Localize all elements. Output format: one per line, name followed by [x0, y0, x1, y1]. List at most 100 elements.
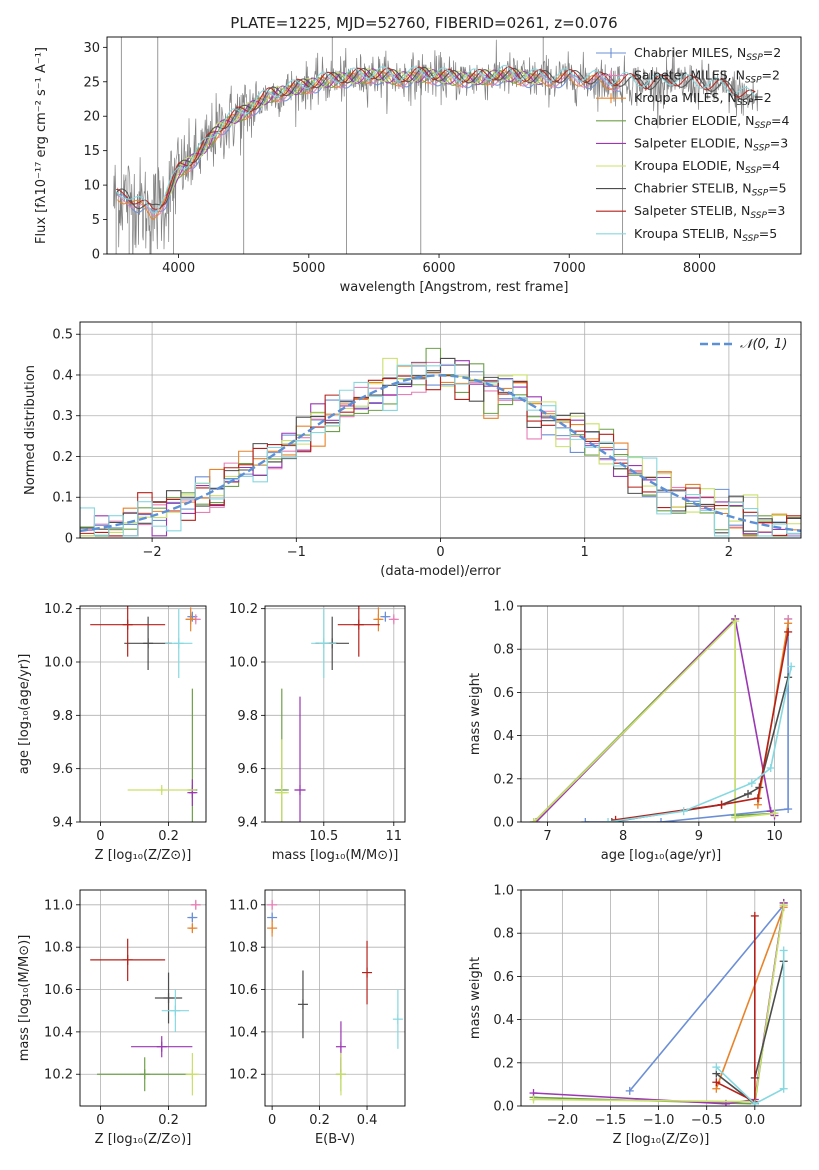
y-tick-label: 0.4	[493, 729, 514, 744]
chart-title: PLATE=1225, MJD=52760, FIBERID=0261, z=0…	[230, 14, 617, 32]
y-tick-label: 5	[92, 213, 100, 228]
errorbar-kroupa_elodie	[185, 1053, 200, 1096]
y-tick-label: 0	[65, 532, 73, 547]
y-tick-label: 0.8	[493, 927, 514, 942]
weight-marker-chabrier_miles	[581, 818, 590, 822]
errorbar-salpeter_miles	[388, 614, 399, 625]
x-tick-label: −0.5	[691, 1113, 723, 1128]
axes-frame	[264, 889, 406, 1107]
x-axis-label: E(B-V)	[315, 1132, 355, 1147]
weight-marker-kroupa_stelib	[787, 662, 796, 671]
y-tick-label: 10.2	[229, 602, 258, 617]
legend-label: Salpeter ELODIE, NSSP=3	[634, 135, 788, 153]
y-tick-label: 25	[83, 75, 100, 90]
x-tick-label: 0.2	[158, 1113, 179, 1128]
weight-marker-kroupa_elodie	[731, 813, 740, 822]
axes-frame	[79, 889, 207, 1107]
weight-marker-kroupa_stelib	[779, 946, 788, 955]
y-tick-label: 0.8	[493, 643, 514, 658]
legend-label: Chabrier ELODIE, NSSP=4	[634, 113, 789, 131]
y-tick-label: 0.2	[493, 1056, 514, 1071]
errorbar-kroupa_elodie	[274, 739, 289, 822]
legend-label: Kroupa STELIB, NSSP=5	[634, 226, 777, 244]
y-tick-label: 0.4	[493, 1013, 514, 1028]
weight-line-chabrier_stelib	[715, 961, 785, 1106]
x-tick-label: −1	[287, 545, 306, 560]
axes-frame	[79, 605, 207, 823]
weight-marker-salpeter_stelib	[717, 800, 726, 809]
x-tick-label: 0.2	[309, 1113, 330, 1128]
x-tick-label: 0.4	[357, 1113, 378, 1128]
legend-label: Kroupa ELODIE, NSSP=4	[634, 158, 780, 176]
errorbar-salpeter_stelib	[337, 606, 380, 657]
y-tick-label: 10.2	[44, 1068, 73, 1083]
y-tick-label: 0.1	[52, 491, 73, 506]
panel-weight_vs_age: 7 8 9 10 0.0 0.2 0.4 0.6 0.8 1.0 age [log₁₀(age/yr…	[468, 600, 802, 863]
y-tick-label: 30	[83, 41, 100, 56]
y-tick-label: 0.6	[493, 970, 514, 985]
y-tick-label: 10.4	[44, 1025, 73, 1040]
x-tick-label: 2	[725, 545, 733, 560]
y-tick-label: 0.5	[52, 328, 73, 343]
x-tick-label: 0	[96, 829, 104, 844]
weight-line-kroupa_miles	[715, 907, 785, 1089]
y-tick-label: 11.0	[44, 898, 73, 913]
y-tick-label: 0.6	[493, 686, 514, 701]
x-tick-label: 5000	[292, 261, 325, 276]
model-fit-salpeter_stelib	[116, 66, 756, 210]
y-tick-label: 9.6	[52, 762, 73, 777]
x-tick-label: 0	[268, 1113, 276, 1128]
errorbar-kroupa_miles	[185, 607, 196, 632]
errorbar-kroupa_elodie	[335, 1053, 346, 1096]
x-tick-label: 0.2	[158, 829, 179, 844]
y-tick-label: 10.2	[44, 602, 73, 617]
weight-marker-kroupa_stelib	[712, 1063, 721, 1072]
weight-line-salpeter_stelib	[615, 631, 789, 821]
y-tick-label: 0.2	[52, 450, 73, 465]
legend-label: 𝒩(0, 1)	[740, 337, 787, 352]
weight-line-chabrier_miles	[629, 904, 785, 1092]
y-tick-label: 10.0	[229, 656, 258, 671]
x-tick-label: 0	[96, 1113, 104, 1128]
weight-marker-chabrier_miles	[625, 1086, 634, 1095]
y-axis-label: mass weight	[468, 673, 483, 755]
plot-area	[90, 606, 201, 822]
panel-age_vs_Z: 0 0.2 9.4 9.6 9.8 10.0 10.2 Z [log₁₀(Z/Z⊙)] age …	[17, 602, 207, 863]
errorbar-kroupa_stelib	[392, 989, 403, 1049]
x-tick-label: 9	[695, 829, 703, 844]
weight-marker-kroupa_elodie	[731, 617, 740, 626]
x-tick-label: 7000	[553, 261, 586, 276]
y-tick-label: 10.8	[44, 941, 73, 956]
errorbar-salpeter_miles	[267, 899, 278, 910]
legend: 𝒩(0, 1)	[700, 337, 787, 352]
axes-frame	[264, 605, 406, 823]
y-tick-label: 0.0	[493, 816, 514, 831]
weight-marker-salpeter_stelib	[712, 1078, 721, 1087]
y-tick-label: 0.3	[52, 409, 73, 424]
y-tick-label: 10.4	[229, 1025, 258, 1040]
y-tick-label: 0.2	[493, 772, 514, 787]
panel-mass_vs_Z: 0 0.2 10.2 10.4 10.6 10.8 11.0 Z [log₁₀(Z/Z⊙)] m…	[17, 889, 207, 1147]
plot-area	[529, 898, 788, 1106]
errorbar-chabrier_elodie	[97, 1057, 193, 1092]
panel-residuals: −2 −1 0 1 2 0 0.1 0.2 0.3 0.4 0.5 (data-model)/erro…	[23, 321, 802, 579]
x-axis-label: age [log₁₀(age/yr)]	[601, 848, 722, 863]
weight-line-chabrier_stelib	[611, 677, 789, 822]
x-tick-label: 8	[619, 829, 627, 844]
errorbar-salpeter_stelib	[362, 940, 373, 1005]
errorbar-salpeter_elodie	[294, 696, 306, 822]
weight-line-chabrier_miles	[585, 619, 789, 822]
y-tick-label: 0	[92, 248, 100, 263]
normal-curve	[80, 374, 801, 533]
y-tick-label: 11.0	[229, 898, 258, 913]
x-tick-label: −2	[143, 545, 162, 560]
errorbar-chabrier_miles	[187, 912, 198, 923]
model-fit-kroupa_stelib	[115, 65, 756, 214]
histogram-salpeter_stelib	[80, 375, 801, 538]
x-tick-label: 11	[386, 829, 403, 844]
x-tick-label: 10.5	[309, 829, 338, 844]
errorbar-chabrier_stelib	[297, 970, 308, 1039]
y-tick-label: 9.6	[237, 762, 258, 777]
weight-marker-salpeter_stelib	[784, 627, 793, 636]
